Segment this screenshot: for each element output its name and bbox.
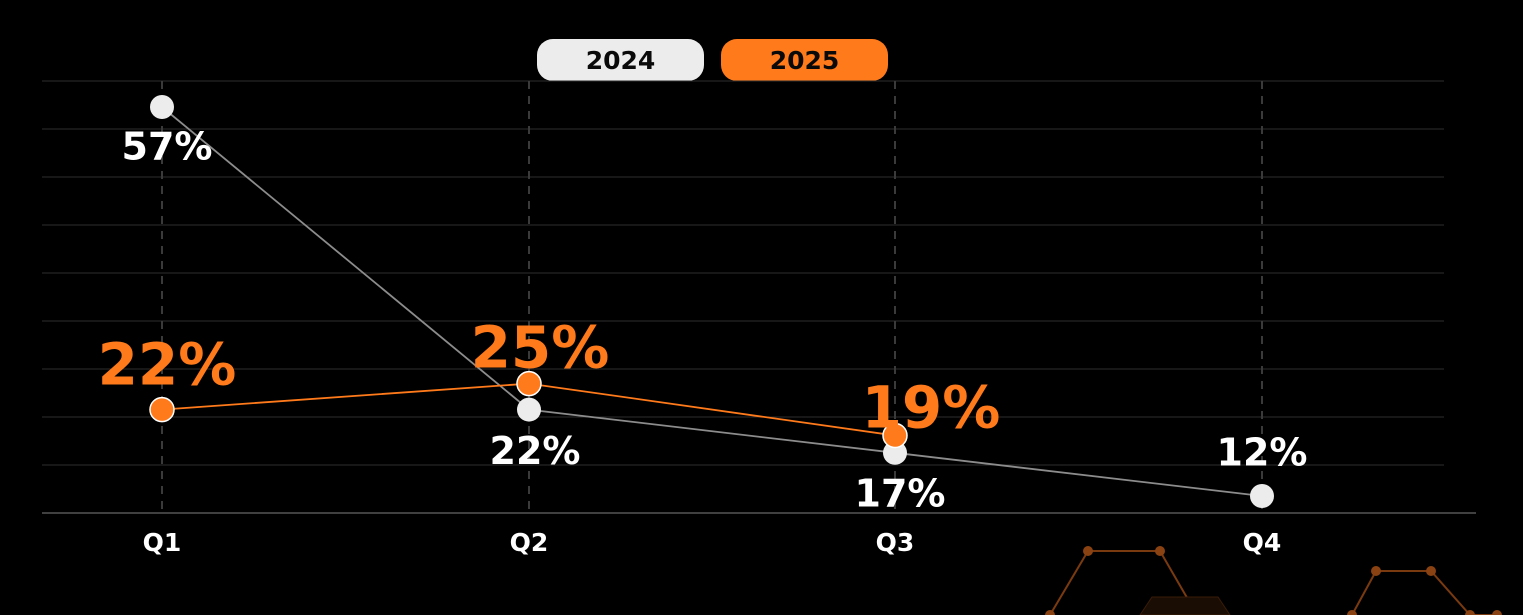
decor-dot [1045, 610, 1055, 615]
point-2024-q2 [517, 397, 541, 422]
decor-dot [1465, 610, 1475, 615]
decor-dot [1347, 610, 1357, 615]
decor-dot [1155, 546, 1165, 556]
x-axis-ticks: Q1 Q2 Q3 Q4 [143, 528, 1282, 557]
grid-lines [42, 80, 1476, 514]
point-2025-q2 [516, 370, 542, 397]
series-lines [161, 106, 1263, 497]
point-2024-q4 [1250, 484, 1274, 508]
legend-item-2025[interactable]: 2025 [721, 39, 888, 81]
decor-line-2 [1351, 570, 1497, 615]
decor-dot [1371, 566, 1381, 576]
data-label-2024-q2: 22% [490, 429, 581, 473]
data-label-2025-q3: 19% [862, 374, 1001, 442]
series-line-2024 [161, 106, 1263, 497]
data-label-2024-q3: 17% [855, 471, 946, 515]
decor-hexagon [1139, 596, 1231, 615]
x-tick-q1: Q1 [143, 528, 182, 557]
data-label-2025-q2: 25% [471, 314, 610, 382]
x-tick-q4: Q4 [1243, 528, 1282, 557]
point-2025-q3 [882, 422, 908, 449]
decor-dot [1083, 546, 1093, 556]
decorative-sparkline [1045, 546, 1502, 615]
point-2024-q1 [150, 95, 174, 119]
data-label-2025-q1: 22% [98, 331, 237, 399]
data-label-2024-q4: 12% [1217, 431, 1308, 475]
decor-dot [1492, 610, 1502, 615]
data-labels: 57% 22% 17% 12% 22% 25% 19% [98, 125, 1308, 516]
decor-dot [1426, 566, 1436, 576]
legend-item-2024[interactable]: 2024 [537, 39, 704, 81]
decor-line-1 [1049, 550, 1198, 615]
data-label-2024-q1: 57% [122, 125, 213, 169]
point-2024-q3 [883, 440, 907, 465]
chart-legend: 2024 2025 [537, 39, 888, 81]
data-points [149, 95, 1274, 508]
x-tick-q3: Q3 [876, 528, 915, 557]
x-tick-q2: Q2 [510, 528, 549, 557]
point-2025-q1 [149, 396, 175, 423]
